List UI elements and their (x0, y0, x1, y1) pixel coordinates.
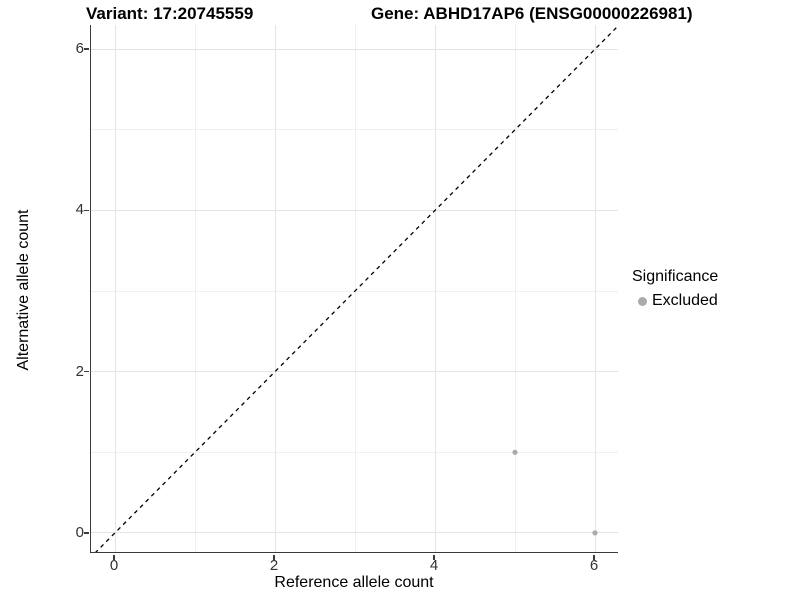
y-tick-label: 2 (75, 362, 84, 380)
x-axis-label: Reference allele count (274, 574, 434, 591)
gridline-minor-horizontal (91, 451, 618, 453)
y-tick-mark (83, 532, 89, 534)
x-tick-label: 4 (429, 557, 439, 574)
gridline-major-vertical (114, 25, 116, 552)
y-tick-label: 6 (75, 40, 84, 58)
x-tick-label: 6 (589, 557, 599, 574)
x-tick-label: 2 (269, 557, 279, 574)
y-tick-mark (83, 370, 89, 373)
legend: Significance Excluded (632, 268, 718, 310)
legend-title: Significance (632, 268, 719, 285)
y-tick-mark (83, 209, 89, 212)
gridline-major-horizontal (91, 209, 618, 211)
data-point (512, 449, 518, 455)
gridline-major-vertical (274, 25, 276, 552)
y-tick-label: 4 (75, 201, 84, 219)
legend-item-excluded: Excluded (632, 292, 718, 310)
data-point (592, 530, 598, 536)
plot-title-variant: Variant: 17:20745559 (86, 4, 254, 23)
gridline-major-horizontal (91, 371, 618, 373)
x-tick-mark (113, 554, 115, 560)
gridline-major-horizontal (91, 48, 618, 50)
x-tick-mark (273, 554, 275, 560)
legend-key-dot (638, 296, 647, 306)
gridline-major-horizontal (91, 532, 618, 534)
y-tick-mark (83, 48, 89, 50)
gridline-minor-horizontal (91, 129, 618, 131)
plot-title-gene: Gene: ABHD17AP6 (ENSG00000226981) (371, 4, 693, 23)
x-tick-mark (593, 554, 595, 560)
y-tick-label: 0 (75, 523, 84, 541)
identity-reference-line (95, 25, 618, 552)
gridline-major-vertical (594, 25, 596, 552)
x-tick-mark (433, 554, 435, 560)
legend-item-label: Excluded (652, 292, 718, 309)
y-axis-label: Alternative allele count (15, 209, 32, 371)
gridline-major-vertical (434, 25, 436, 552)
gridline-minor-vertical (354, 25, 356, 552)
plot-panel (90, 25, 618, 553)
x-tick-label: 0 (109, 557, 119, 574)
gridline-minor-vertical (514, 25, 516, 552)
gridline-minor-vertical (194, 25, 196, 552)
panel-drawing-layer (95, 25, 618, 552)
